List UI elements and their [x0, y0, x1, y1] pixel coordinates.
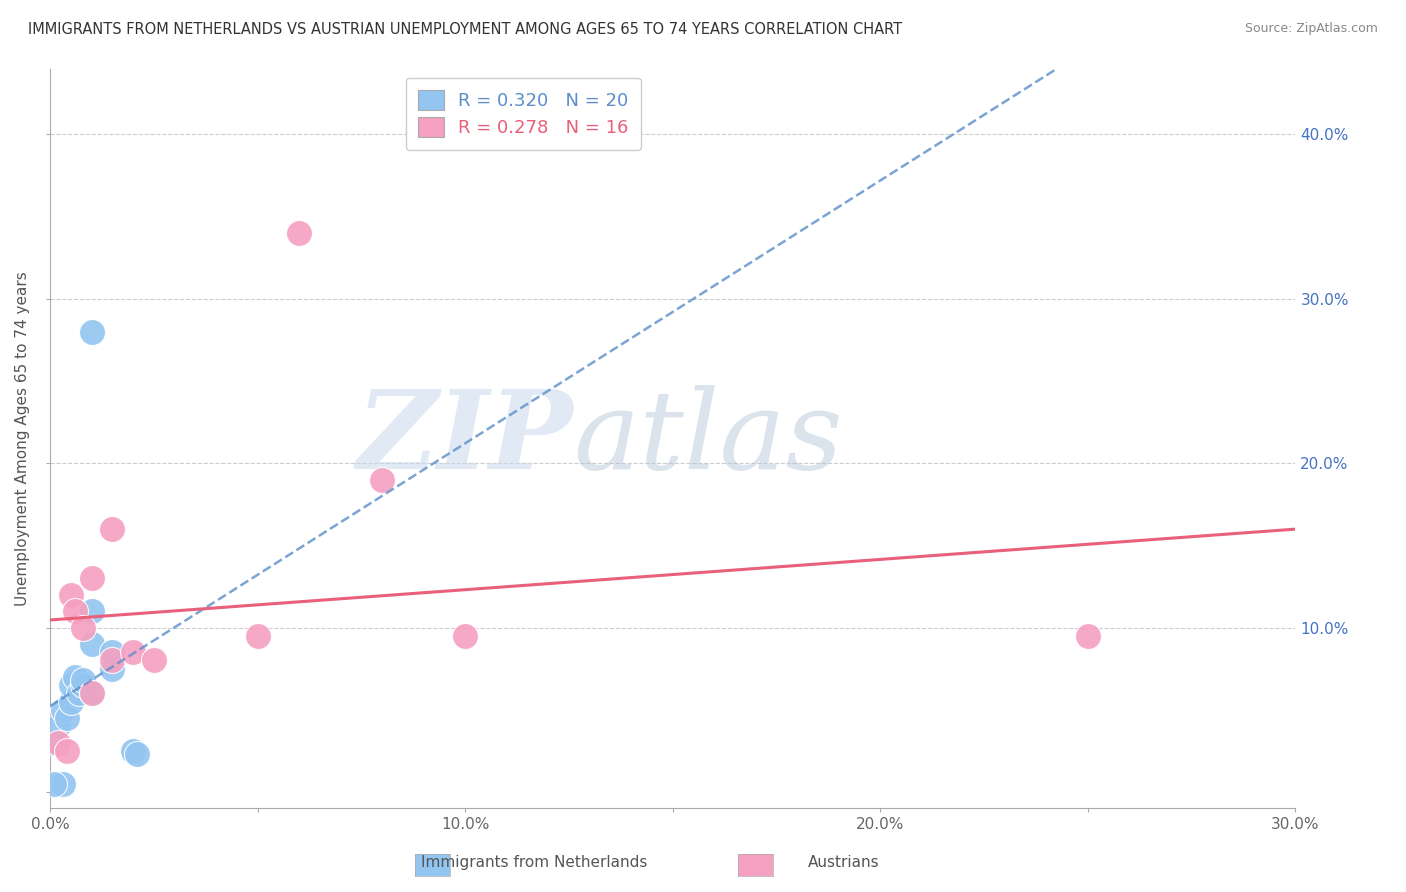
- Point: [55, 711, 77, 725]
- Point: [52, 703, 75, 717]
- Point: [454, 629, 477, 643]
- Point: [80, 325, 103, 339]
- Text: Austrians: Austrians: [808, 855, 879, 870]
- Point: [246, 629, 269, 643]
- Point: [63, 604, 86, 618]
- Point: [101, 653, 124, 667]
- Point: [52, 777, 75, 791]
- Point: [371, 473, 394, 487]
- Point: [122, 645, 145, 659]
- Point: [101, 522, 124, 536]
- Point: [59, 694, 82, 708]
- Point: [101, 662, 124, 676]
- Text: ZIP: ZIP: [357, 384, 574, 492]
- Point: [80, 604, 103, 618]
- Point: [55, 744, 77, 758]
- Text: Immigrants from Netherlands: Immigrants from Netherlands: [420, 855, 648, 870]
- Text: Source: ZipAtlas.com: Source: ZipAtlas.com: [1244, 22, 1378, 36]
- Point: [80, 686, 103, 700]
- Point: [63, 670, 86, 684]
- Point: [80, 571, 103, 585]
- Point: [122, 744, 145, 758]
- Point: [67, 686, 90, 700]
- Point: [44, 736, 66, 750]
- Text: IMMIGRANTS FROM NETHERLANDS VS AUSTRIAN UNEMPLOYMENT AMONG AGES 65 TO 74 YEARS C: IMMIGRANTS FROM NETHERLANDS VS AUSTRIAN …: [28, 22, 903, 37]
- Text: atlas: atlas: [574, 384, 842, 492]
- Point: [44, 777, 66, 791]
- Point: [127, 747, 149, 761]
- Point: [48, 719, 70, 733]
- Point: [101, 645, 124, 659]
- Legend: R = 0.320   N = 20, R = 0.278   N = 16: R = 0.320 N = 20, R = 0.278 N = 16: [406, 78, 641, 150]
- Point: [1077, 629, 1099, 643]
- Y-axis label: Unemployment Among Ages 65 to 74 years: Unemployment Among Ages 65 to 74 years: [15, 271, 30, 606]
- Point: [72, 620, 94, 634]
- Point: [59, 678, 82, 692]
- Point: [80, 686, 103, 700]
- Point: [72, 673, 94, 687]
- Point: [288, 226, 311, 240]
- Point: [72, 678, 94, 692]
- Point: [48, 736, 70, 750]
- Point: [59, 588, 82, 602]
- Point: [142, 653, 165, 667]
- Point: [80, 637, 103, 651]
